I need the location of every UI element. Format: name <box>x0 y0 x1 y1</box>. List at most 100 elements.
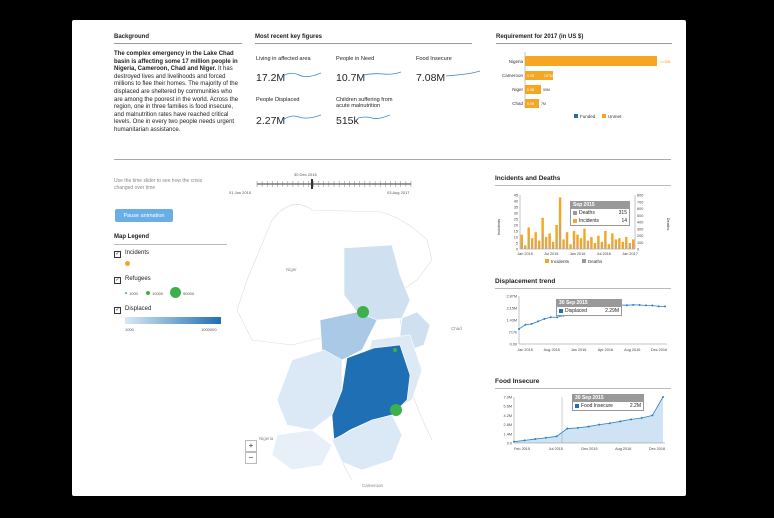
deaths-y-tick: 400 <box>637 221 643 225</box>
req-country-cameroon: Cameroon <box>502 73 524 78</box>
incident-bar <box>593 243 597 249</box>
incident-bar <box>562 239 565 249</box>
displaced-color-scale <box>125 317 221 324</box>
food-point <box>651 414 654 417</box>
deaths-bar <box>597 243 600 249</box>
background-body: It has destroyed lives and livelihoods a… <box>114 66 239 133</box>
refugee-circle[interactable] <box>357 306 369 318</box>
map-legend-title: Map Legend <box>114 234 150 240</box>
food-point <box>608 422 611 425</box>
food-point <box>534 438 537 441</box>
food-point <box>662 396 664 398</box>
requirement-title: Requirement for 2017 (in US $) <box>496 34 584 40</box>
displacement-x-tick: Jan 2015 <box>517 348 533 352</box>
food-insecure-chart[interactable]: 0.0 1.4M 2.8M 4.2M 5.6M 7.0M Feb 2015 Jul 2015… <box>495 391 671 461</box>
refugee-size-large: 50000 <box>183 291 195 296</box>
tooltip-food-label: Food Insecure <box>581 403 613 409</box>
displacement-tooltip-date: 30 Sep 2015 <box>557 300 621 307</box>
incident-bar <box>583 228 586 249</box>
region-diffa[interactable] <box>343 244 411 321</box>
deaths-bar <box>549 241 551 249</box>
displacement-point <box>638 304 641 307</box>
deaths-bar <box>545 244 547 249</box>
req-bar-nigeria <box>525 56 657 66</box>
time-slider[interactable] <box>255 178 415 190</box>
displacement-x-tick: Aug 2015 <box>544 348 560 352</box>
incident-bar <box>632 239 635 249</box>
displacement-x-tick: Jan 2016 <box>571 348 587 352</box>
kf-food-value: 7.08M <box>416 72 446 84</box>
refugee-small-circle-icon <box>125 292 127 294</box>
incidents-label: Incidents <box>125 250 150 256</box>
deaths-bar <box>587 245 589 249</box>
deaths-bar <box>611 241 614 249</box>
req-label-nigeria: 1.05B <box>660 59 671 64</box>
divider <box>255 43 472 44</box>
section-divider <box>114 159 671 160</box>
incident-bar <box>527 227 530 249</box>
incidents-checkbox[interactable]: ✓ <box>114 251 121 258</box>
refugee-medium-circle-icon <box>146 291 150 295</box>
req-funded-cameroon: 0.0B <box>527 74 535 78</box>
kf-children-label: Children suffering from acute malnutriti… <box>336 97 393 109</box>
incidents-chart[interactable]: Incidents Deaths 0 5 10 15 20 25 30 35 40 45 0 100… <box>495 189 671 269</box>
deaths-bar <box>563 244 565 249</box>
incidents-y-tick: 10 <box>514 236 518 240</box>
slider-hint: Use the time slider to see how the crisi… <box>114 178 203 191</box>
req-legend-funded-swatch <box>574 114 578 118</box>
refugee-circle[interactable] <box>393 348 397 352</box>
deaths-bar <box>528 238 530 249</box>
zoom-out-button[interactable]: − <box>245 452 257 464</box>
deaths-bar <box>625 243 627 249</box>
incidents-tooltip: Sep 2015 Deaths 315 Incidents 14 <box>570 201 630 226</box>
food-tooltip: 30 Sep 2015 Food Insecure 2.2M <box>572 394 644 411</box>
req-bar-niger <box>525 85 541 94</box>
region-adamawa[interactable] <box>331 414 403 471</box>
req-unmet-niger: 90M <box>543 88 550 92</box>
map-label-cameroon: Cameroon <box>362 483 384 488</box>
map[interactable]: Niger Chad Nigeria Cameroon <box>232 200 484 490</box>
food-y-tick: 4.2M <box>504 414 512 418</box>
food-point <box>544 436 547 439</box>
slider-handle[interactable] <box>311 179 313 189</box>
incidents-y-tick: 35 <box>514 206 518 210</box>
food-y-tick: 7.0M <box>504 396 512 400</box>
region-bauchi[interactable] <box>276 349 343 431</box>
incident-bar <box>614 239 618 249</box>
displacement-point <box>632 303 635 306</box>
zoom-in-button[interactable]: + <box>245 440 257 452</box>
dashboard: Background The complex emergency in the … <box>72 20 686 496</box>
kf-displaced-sparkline <box>283 114 321 121</box>
divider <box>495 388 671 389</box>
kf-displaced-label: People Displaced <box>256 97 300 103</box>
displacement-chart[interactable]: 0.00 717k 1.43M 2.15M 2.87M Jan 2015 Aug 2015… <box>495 291 671 363</box>
kf-pin-value: 10.7M <box>336 72 366 84</box>
incident-bar <box>551 241 555 249</box>
slider-end-date: 03 Aug 2017 <box>387 190 410 195</box>
req-legend-unmet-swatch <box>602 114 606 118</box>
req-country-niger: Niger <box>512 87 523 92</box>
legend-deaths-swatch <box>582 259 586 263</box>
displacement-point <box>556 316 559 319</box>
food-point <box>630 418 633 421</box>
displacement-point <box>651 304 654 307</box>
kf-food-sparkline <box>446 70 480 77</box>
displacement-point <box>657 305 660 308</box>
deaths-bar <box>559 222 561 249</box>
deaths-bar <box>590 243 593 249</box>
food-x-tick: Aug 2016 <box>615 447 631 451</box>
region-gombe[interactable] <box>271 429 333 471</box>
pause-animation-button[interactable]: Pause animation <box>115 209 173 222</box>
displaced-checkbox[interactable]: ✓ <box>114 307 121 314</box>
food-point <box>523 439 526 442</box>
kf-displaced-value: 2.27M <box>256 115 286 127</box>
refugee-circle[interactable] <box>390 404 402 416</box>
deaths-bar <box>594 246 596 249</box>
refugees-checkbox[interactable]: ✓ <box>114 277 121 284</box>
divider <box>496 43 672 44</box>
deaths-y-tick: 500 <box>637 214 643 218</box>
incidents-y-tick: 5 <box>516 242 518 246</box>
legend-deaths-label: Deaths <box>588 259 603 264</box>
req-funded-chad: 0.0B <box>527 102 535 106</box>
tooltip-deaths-label: Deaths <box>579 210 595 216</box>
